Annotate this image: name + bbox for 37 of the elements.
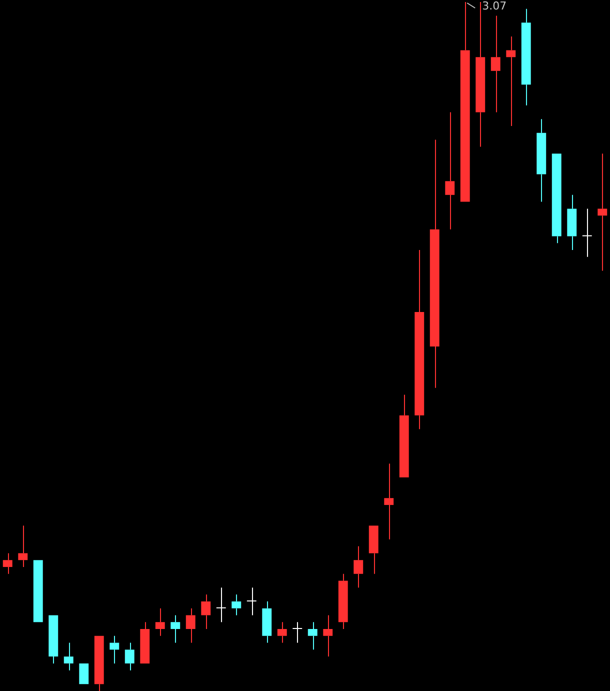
candlestick (48, 615, 58, 664)
candlestick (201, 594, 211, 630)
annotation: 3.07 (482, 0, 507, 12)
candlestick (308, 622, 318, 650)
candlestick (292, 622, 302, 644)
candlestick (216, 587, 226, 623)
candlestick (552, 154, 562, 244)
candlestick (368, 526, 378, 574)
candlestick (399, 394, 409, 478)
candlestick (94, 636, 104, 691)
candlestick (506, 36, 516, 127)
candlestick (490, 15, 500, 113)
candlestick (18, 525, 28, 568)
candlestick (430, 139, 440, 388)
candlestick (445, 112, 455, 230)
candlestick (2, 552, 12, 574)
candlestick (246, 587, 256, 616)
candlestick (262, 600, 272, 644)
candlestick (536, 118, 546, 202)
candlestick (140, 622, 150, 664)
candlestick (521, 8, 531, 106)
candlestick (277, 622, 287, 644)
candlestick (582, 208, 592, 258)
candlestick (110, 635, 120, 664)
candlestick (598, 153, 608, 272)
candlestick (170, 614, 180, 644)
candlestick (64, 642, 74, 671)
candlestick (155, 608, 165, 636)
candlestick (354, 546, 364, 588)
candlestick (567, 194, 577, 251)
candlestick (323, 614, 333, 658)
candlestick (124, 642, 134, 671)
candlestick (232, 594, 242, 616)
candlestick (414, 250, 424, 430)
candlestick (186, 608, 196, 644)
candlestick (384, 463, 394, 540)
candlestick (338, 573, 348, 630)
